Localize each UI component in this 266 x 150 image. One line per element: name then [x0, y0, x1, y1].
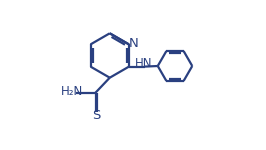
Text: N: N — [128, 37, 138, 50]
Text: HN: HN — [135, 57, 153, 70]
Text: S: S — [92, 110, 101, 122]
Text: H₂N: H₂N — [61, 85, 83, 98]
